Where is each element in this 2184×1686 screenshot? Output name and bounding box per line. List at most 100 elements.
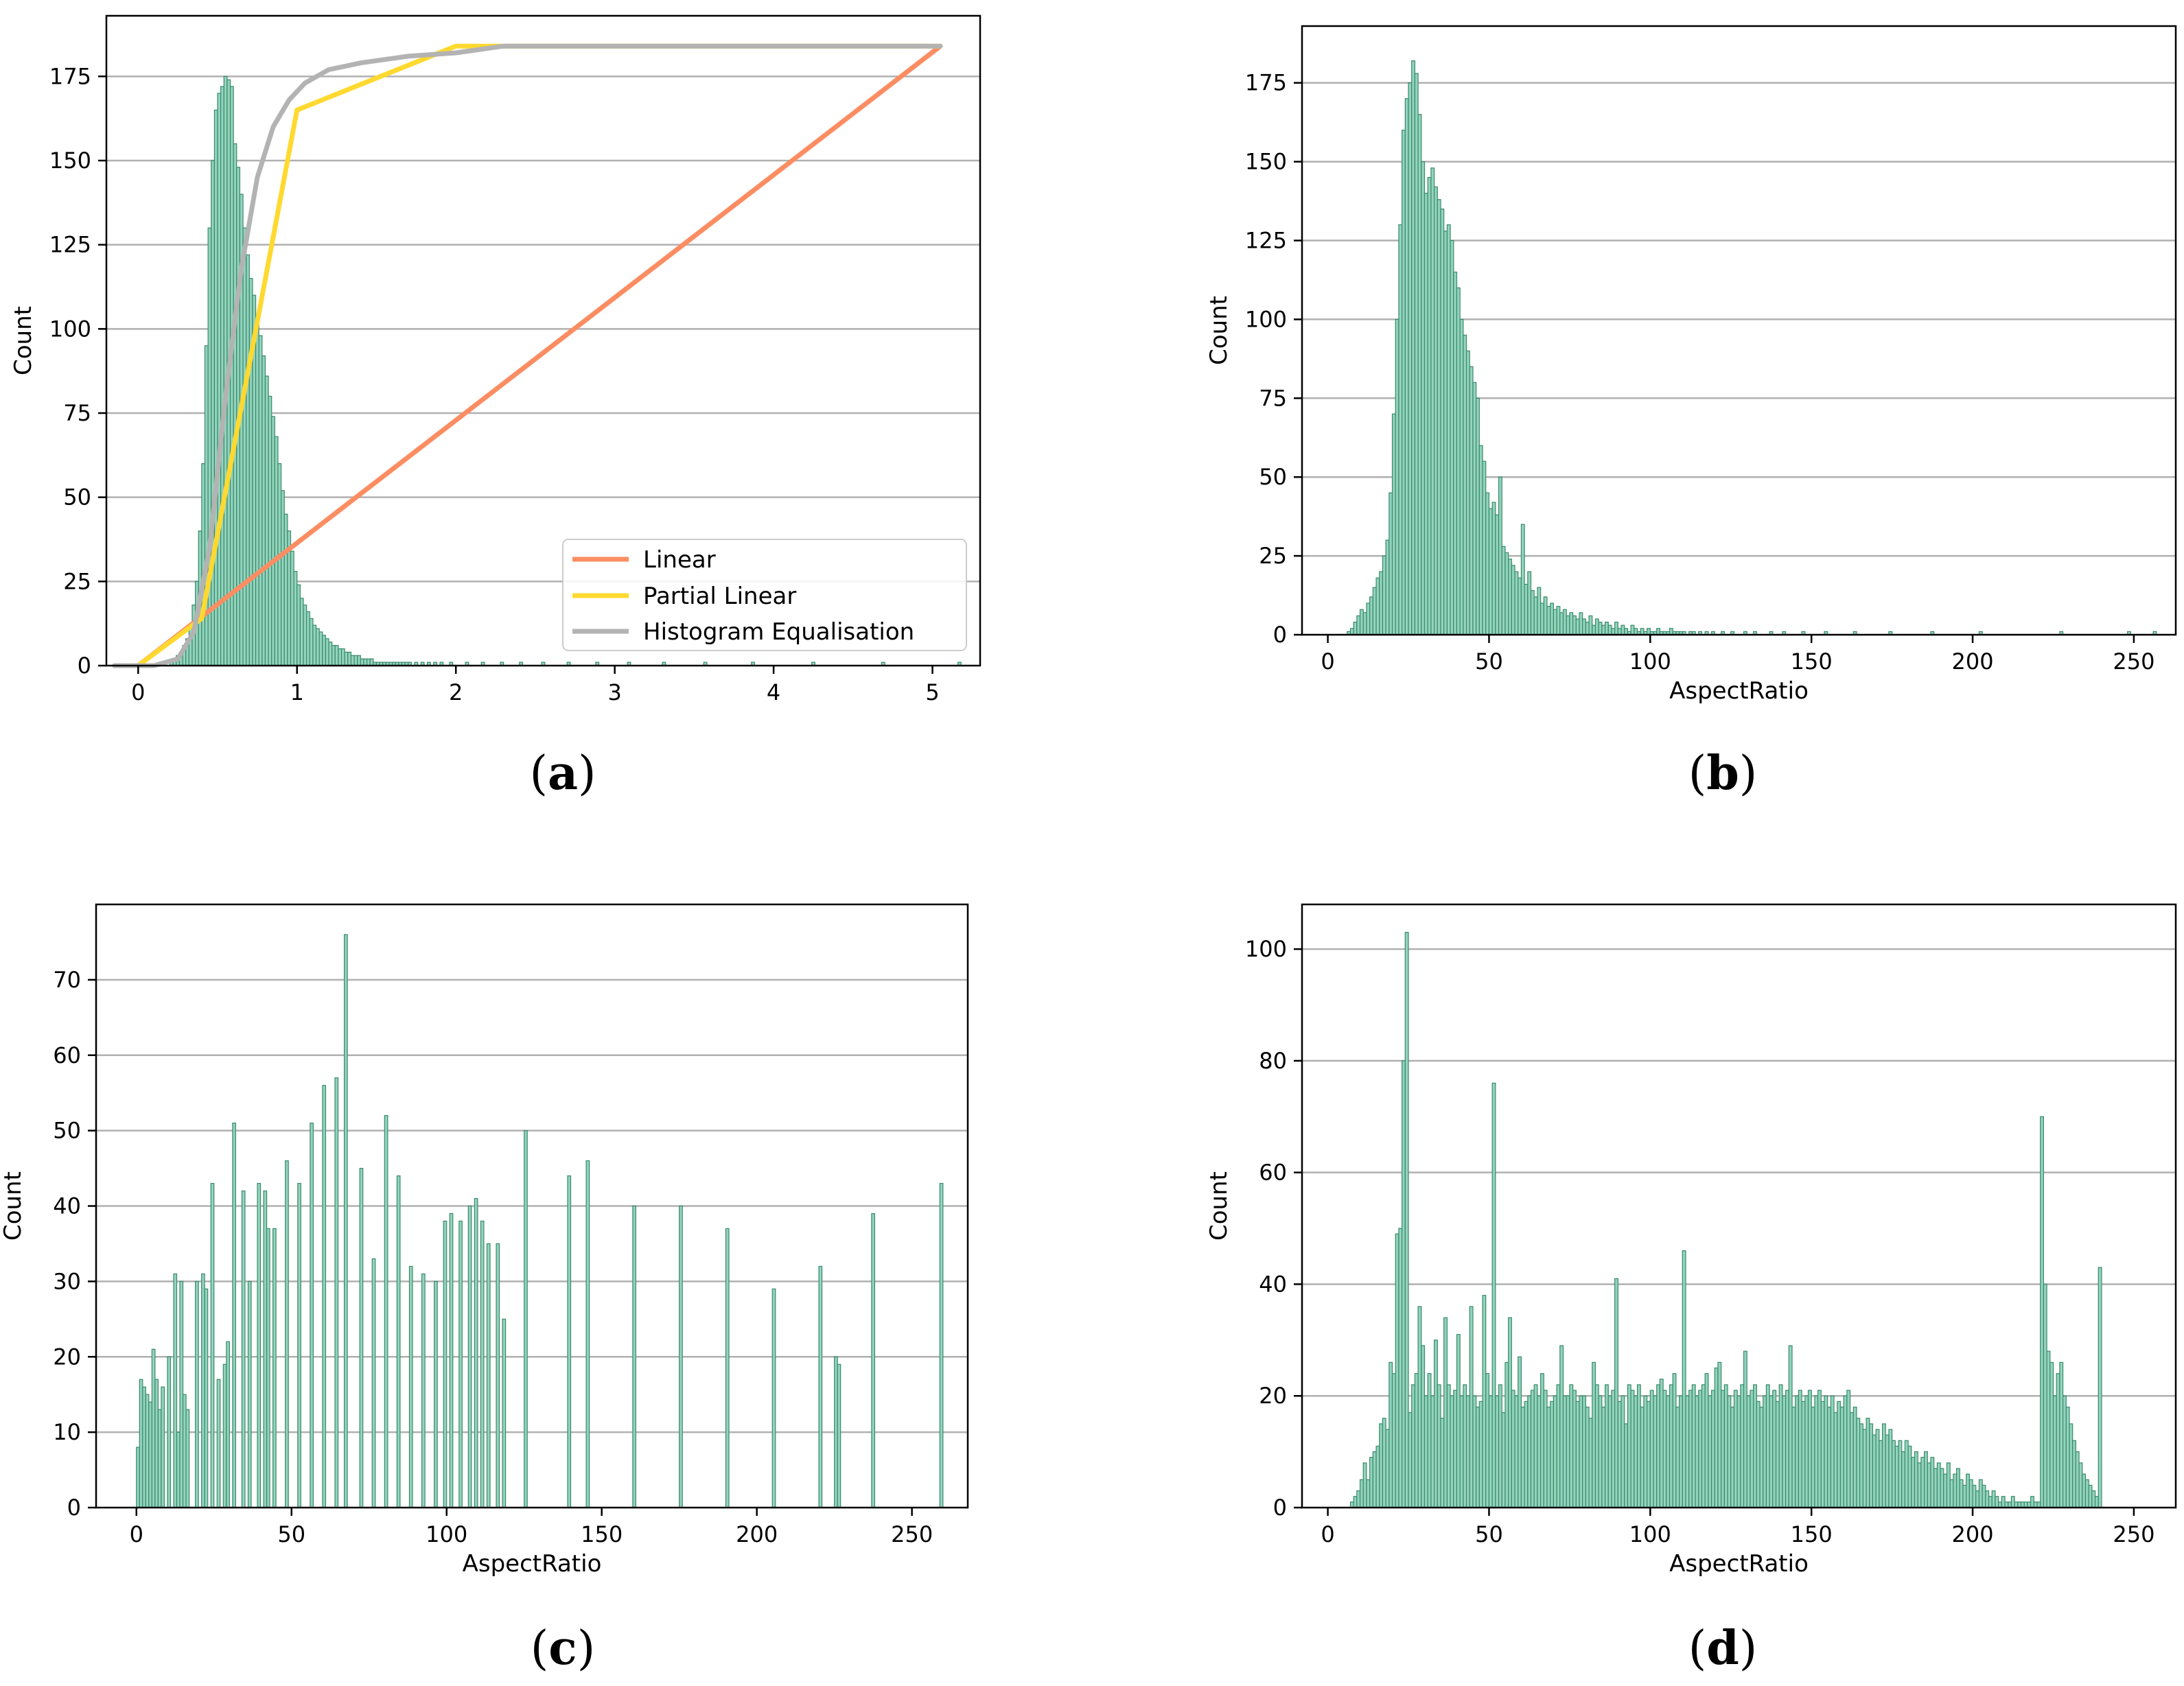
histogram-bar [1962, 1484, 1967, 1508]
histogram-bar [1540, 1373, 1544, 1508]
histogram-bar [1636, 1384, 1641, 1508]
histogram-bar [1453, 271, 1458, 635]
histogram-bar [322, 1085, 327, 1508]
histogram-bar [1701, 1384, 1706, 1508]
histogram-bar [1437, 199, 1441, 635]
histogram-bar [1634, 628, 1638, 635]
histogram-bar [1485, 492, 1490, 635]
histogram-bar [725, 1228, 730, 1508]
histogram-bar [1594, 1384, 1599, 1508]
histogram-bar [1417, 114, 1422, 635]
histogram-bar [2046, 1350, 2051, 1508]
histogram-bar [771, 1288, 776, 1508]
histogram-bar [1723, 1384, 1728, 1508]
y-tick-label: 40 [53, 1193, 81, 1219]
histogram-bar [1569, 612, 1574, 635]
histogram-bar [1443, 231, 1448, 635]
histogram-bar [1379, 571, 1384, 635]
histogram-bar [1543, 1390, 1548, 1508]
histogram-bar [1488, 1395, 1493, 1508]
legend-label-partial-linear: Partial Linear [643, 583, 796, 610]
histogram-bar [1465, 1395, 1470, 1508]
histogram-bar [1856, 1418, 1861, 1508]
y-tick-label: 0 [1273, 1495, 1287, 1521]
panel-a-ylabel: Count [10, 306, 37, 375]
x-tick-label: 50 [1475, 1521, 1503, 1547]
histogram-bar [1647, 628, 1651, 635]
histogram-bar [1717, 1361, 1722, 1508]
histogram-bar [1714, 1367, 1719, 1508]
histogram-bar [524, 1130, 528, 1508]
histogram-bar [1366, 1479, 1371, 1508]
histogram-bar [1395, 318, 1399, 635]
histogram-bar [1379, 1423, 1384, 1508]
histogram-bar [293, 571, 298, 666]
histogram-bar [266, 1228, 270, 1508]
histogram-bar [334, 1077, 339, 1508]
histogram-bar [1675, 1406, 1680, 1508]
histogram-bar [1630, 624, 1635, 635]
histogram-bar [1404, 98, 1409, 635]
histogram-bar [1463, 1384, 1467, 1508]
histogram-bar [396, 1175, 401, 1508]
y-tick-label: 20 [53, 1344, 81, 1370]
histogram-bar [148, 1401, 152, 1508]
histogram-bar [1859, 1423, 1863, 1508]
histogram-bar [1530, 1390, 1535, 1508]
histogram-bar [818, 1265, 823, 1508]
histogram-bar [1440, 1418, 1445, 1508]
panel-b-ticks: 0 25 50 75 100 125 150 175 0 50 100 150 200 250 [1245, 70, 2155, 675]
histogram-bar [1527, 1395, 1532, 1508]
histogram-bar [2065, 1406, 2070, 1508]
histogram-bar [1592, 1361, 1596, 1508]
histogram-bar [371, 1258, 376, 1508]
histogram-bar [1630, 1390, 1635, 1508]
histogram-bar [1488, 508, 1493, 635]
histogram-bar [1801, 1401, 1806, 1508]
histogram-bar [1669, 628, 1673, 635]
histogram-bar [1837, 1401, 1842, 1508]
histogram-bar [1385, 1429, 1390, 1508]
histogram-bar [1798, 1390, 1802, 1508]
histogram-bar [1408, 82, 1413, 635]
histogram-bar [1620, 1395, 1625, 1508]
x-tick-label: 1 [290, 679, 304, 705]
histogram-bar [1524, 1401, 1529, 1508]
histogram-bar [1968, 1479, 1973, 1508]
histogram-bar [1550, 602, 1554, 635]
y-tick-label: 20 [1259, 1383, 1287, 1409]
histogram-bar [357, 655, 361, 666]
histogram-bar [220, 86, 224, 666]
x-tick-label: 250 [891, 1521, 933, 1547]
histogram-bar [161, 1386, 165, 1508]
x-tick-label: 5 [925, 679, 939, 705]
histogram-bar [1930, 1457, 1935, 1508]
histogram-bar [1501, 546, 1506, 635]
y-tick-label: 125 [49, 232, 91, 258]
histogram-bar [1456, 1334, 1461, 1508]
histogram-bar [1398, 1228, 1403, 1508]
y-tick-label: 100 [1245, 306, 1287, 332]
histogram-bar [1862, 1429, 1867, 1508]
histogram-bar [1404, 932, 1409, 1508]
histogram-bar [1414, 73, 1419, 635]
panel-c-caption: (c) [531, 1621, 595, 1676]
y-tick-label: 30 [53, 1268, 81, 1294]
histogram-bar [1476, 1406, 1480, 1508]
histogram-bar [1478, 445, 1483, 635]
histogram-bar [211, 160, 215, 666]
histogram-bar [1759, 1406, 1764, 1508]
x-tick-label: 250 [2113, 648, 2154, 675]
histogram-bar [1881, 1423, 1886, 1508]
histogram-bar [1421, 1345, 1426, 1508]
histogram-bar [1453, 1390, 1458, 1508]
histogram-bar [299, 598, 304, 666]
histogram-bar [246, 254, 250, 666]
histogram-bar [408, 1265, 413, 1508]
histogram-bar [434, 1280, 438, 1508]
y-tick-label: 75 [1259, 385, 1287, 411]
histogram-bar [1385, 539, 1390, 635]
panel-a-ticks: 0 25 50 75 100 125 150 175 0 1 2 3 4 5 [49, 63, 940, 705]
histogram-bar [443, 1220, 448, 1508]
histogram-bar [1807, 1390, 1812, 1508]
